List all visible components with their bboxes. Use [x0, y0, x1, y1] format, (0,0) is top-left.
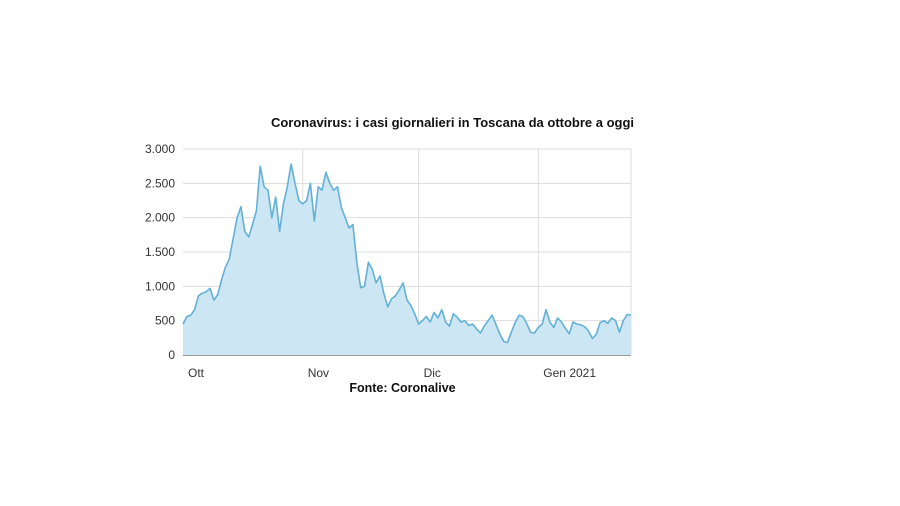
y-tick-label: 3.000 — [145, 142, 175, 156]
y-tick-label: 1.000 — [145, 279, 175, 293]
y-tick-label: 500 — [155, 314, 175, 328]
chart-title: Coronavirus: i casi giornalieri in Tosca… — [270, 115, 635, 130]
x-tick-label: Gen 2021 — [543, 366, 596, 380]
y-tick-label: 0 — [168, 348, 175, 362]
x-tick-label: Dic — [424, 366, 441, 380]
x-tick-label: Ott — [188, 366, 205, 380]
chart-source: Fonte: Coronalive — [349, 381, 456, 395]
y-tick-label: 2.500 — [145, 176, 175, 190]
y-tick-label: 1.500 — [145, 245, 175, 259]
area-fill — [183, 164, 631, 355]
y-tick-label: 2.000 — [145, 211, 175, 225]
x-tick-label: Nov — [308, 366, 329, 380]
tick-labels: 0 500 1.000 1.500 2.000 2.500 3.000 Ott Nov Dic Ge… — [145, 142, 596, 380]
series-line — [182, 163, 632, 344]
